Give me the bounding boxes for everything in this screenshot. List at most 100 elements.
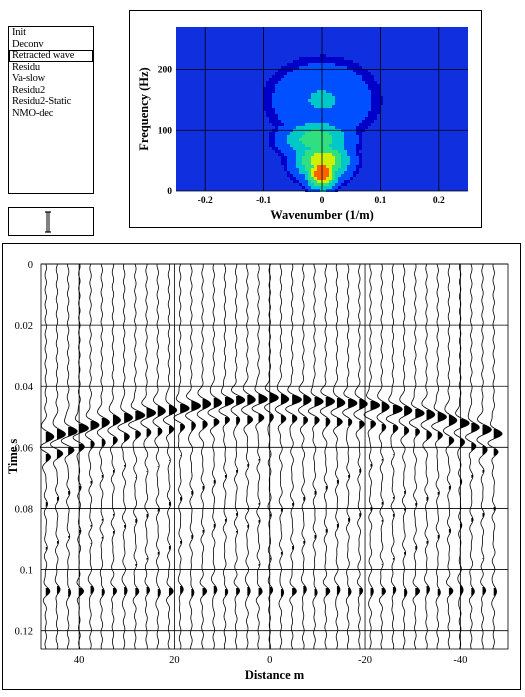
fk-cell [305,126,308,129]
fk-cell [266,111,269,114]
fk-cell [305,186,308,189]
fk-cell [326,156,329,159]
fk-cell [341,102,344,105]
fk-cell [287,63,290,66]
fk-cell [320,105,323,108]
process-item[interactable]: Init [12,27,26,38]
process-item[interactable]: Deconv [12,38,44,50]
seis-trace-fill [45,432,54,596]
seis-trace-fill [303,395,312,594]
fk-cell [299,180,302,183]
process-item[interactable]: NMO-dec [12,107,54,119]
fk-cell [329,84,332,87]
fk-cell [335,78,338,81]
fk-cell [296,90,299,93]
fk-cell [329,99,332,102]
fk-cell [320,78,323,81]
fk-cell [350,150,353,153]
fk-cell [272,99,275,102]
fk-cell [263,105,266,108]
fk-cell [308,57,311,60]
fk-cell [344,180,347,183]
fk-cell [365,126,368,129]
fk-cell [317,72,320,75]
fk-cell [350,105,353,108]
fk-cell [332,66,335,69]
fk-cell [284,78,287,81]
fk-cell [359,159,362,162]
fk-cell [326,63,329,66]
fk-cell [323,111,326,114]
fk-cell [290,78,293,81]
fk-cell [368,105,371,108]
fk-cell [350,147,353,150]
fk-cell [317,141,320,144]
fk-cell [278,69,281,72]
fk-cell [287,75,290,78]
fk-cell [317,138,320,141]
fk-cell [335,138,338,141]
fk-cell [290,117,293,120]
fk-cell [311,177,314,180]
fk-cell [275,81,278,84]
fk-cell [350,168,353,171]
fk-cell [314,156,317,159]
fk-cell [344,144,347,147]
fk-cell [326,165,329,168]
fk-cell [320,150,323,153]
seis-x-tick-label: -40 [453,655,467,666]
fk-cell [296,120,299,123]
fk-cell [296,60,299,63]
i-beam-icon[interactable] [44,211,52,233]
process-item[interactable]: Va-slow [12,73,46,84]
fk-cell [305,156,308,159]
fk-cell [269,87,272,90]
fk-cell [317,162,320,165]
fk-cell [344,108,347,111]
fk-cell [317,135,320,138]
fk-cell [335,132,338,135]
fk-cell [344,162,347,165]
fk-cell [284,84,287,87]
process-item[interactable]: Retracted wave [9,50,93,62]
fk-cell [353,123,356,126]
fk-cell [338,177,341,180]
seis-trace-fill [471,423,480,596]
fk-cell [350,60,353,63]
fk-cell [326,96,329,99]
seis-trace [196,263,212,650]
fk-cell [302,81,305,84]
process-item[interactable]: Residu2-Static [12,96,72,107]
fk-cell [350,102,353,105]
fk-cell [353,81,356,84]
fk-cell [356,135,359,138]
fk-cell [266,108,269,111]
fk-cell [365,96,368,99]
fk-cell [341,117,344,120]
fk-y-axis-label: Frequency (Hz) [137,67,151,150]
fk-cell [287,72,290,75]
fk-cell [305,102,308,105]
fk-cell [347,75,350,78]
fk-cell [374,84,377,87]
fk-cell [377,84,380,87]
fk-cell [317,57,320,60]
fk-cell [338,96,341,99]
fk-cell [293,144,296,147]
fk-cell [371,114,374,117]
process-item[interactable]: Residu2 [12,84,46,96]
process-item[interactable]: Residu [12,61,40,73]
fk-cell [299,150,302,153]
fk-cell [338,108,341,111]
fk-cell [323,81,326,84]
fk-cell [332,138,335,141]
fk-cell [365,105,368,108]
fk-cell [278,111,281,114]
fk-cell [356,165,359,168]
fk-cell [368,72,371,75]
process-list[interactable]: Init Deconv Retracted wave Residu Va-slow Res… [8,26,94,194]
slider-control[interactable] [8,207,94,236]
fk-cell [341,126,344,129]
fk-cell [266,114,269,117]
fk-cell [311,159,314,162]
